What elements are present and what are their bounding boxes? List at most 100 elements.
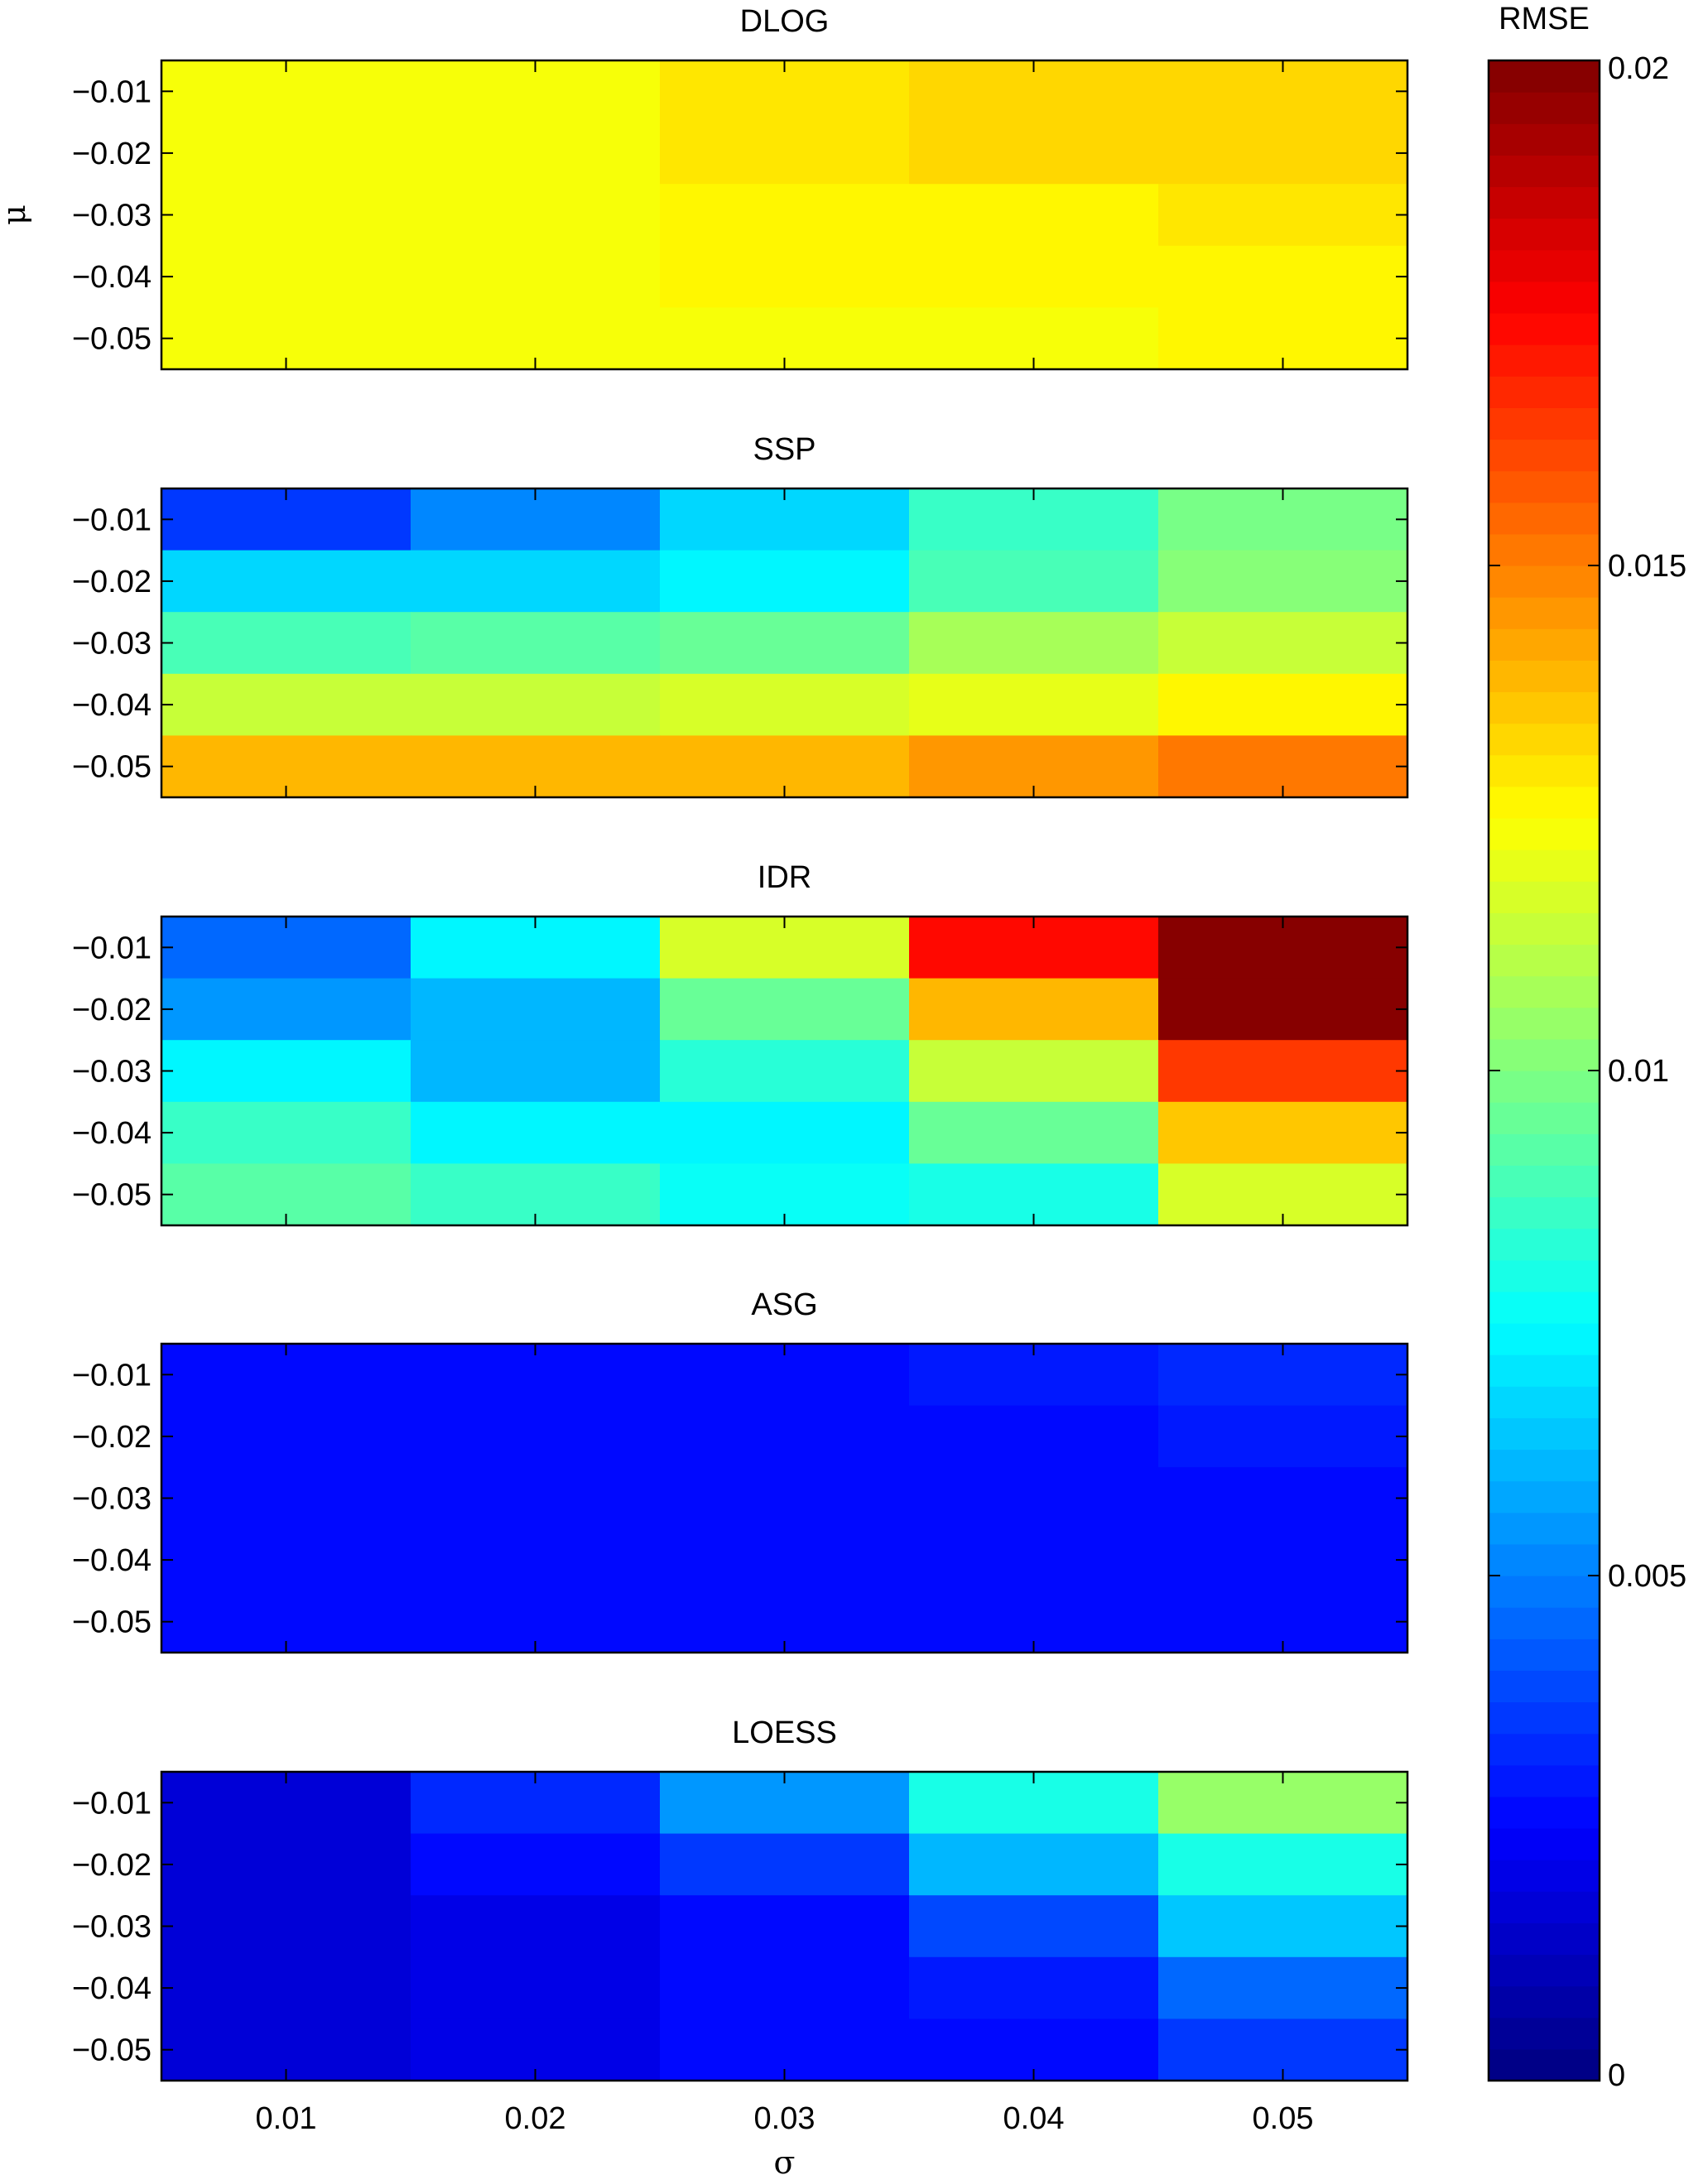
y-tick-label: −0.05 xyxy=(72,1178,152,1213)
panel-title: IDR xyxy=(758,860,811,895)
heatmap-cell xyxy=(411,1528,661,1591)
heatmap-cell xyxy=(161,550,411,613)
colorbar-level xyxy=(1489,1291,1600,1324)
colorbar-level xyxy=(1489,1512,1600,1545)
heatmap-cell xyxy=(909,1040,1159,1103)
heatmap-cell xyxy=(411,1101,661,1164)
heatmap-cell xyxy=(660,1956,910,2019)
colorbar-level xyxy=(1489,1543,1600,1576)
colorbar-level xyxy=(1489,1228,1600,1261)
panel-title: DLOG xyxy=(740,4,830,39)
y-tick-label: −0.04 xyxy=(72,260,152,295)
panel-asg: ASG −0.01 −0.02 −0.03 −0.04 −0.05 xyxy=(72,1287,1409,1654)
heatmap-cell xyxy=(161,612,411,675)
heatmap-cell xyxy=(660,550,910,613)
y-tick-label: −0.04 xyxy=(72,1116,152,1151)
colorbar-level xyxy=(1489,344,1600,377)
heatmap-cell xyxy=(660,1040,910,1103)
colorbar-level xyxy=(1489,2048,1600,2081)
colorbar-level xyxy=(1489,123,1600,156)
heatmap-cell xyxy=(1158,1833,1408,1896)
heatmap-panels: DLOG −0.01 −0.02 −0.03 −0.04 −0.05 μ SSP −0.01 −0… xyxy=(0,4,1409,2175)
colorbar-level xyxy=(1489,1954,1600,1987)
colorbar-title: RMSE xyxy=(1499,2,1590,36)
colorbar-level xyxy=(1489,1417,1600,1451)
colorbar-level xyxy=(1489,1701,1600,1735)
colorbar-level xyxy=(1489,818,1600,850)
heatmap-cell xyxy=(909,978,1159,1041)
colorbar-level xyxy=(1489,1071,1600,1103)
heatmap-cell xyxy=(1158,612,1408,675)
heatmap-cell xyxy=(660,673,910,736)
heatmap-cell xyxy=(1158,184,1408,247)
colorbar-level xyxy=(1489,1386,1600,1418)
colorbar-level xyxy=(1489,1165,1600,1198)
y-tick-label: −0.04 xyxy=(72,1971,152,2006)
y-tick-label: −0.01 xyxy=(72,503,152,537)
colorbar-level xyxy=(1489,1355,1600,1387)
colorbar-level xyxy=(1489,60,1600,93)
colorbar-level xyxy=(1489,313,1600,345)
y-axis-label: μ xyxy=(0,205,32,225)
colorbar-level xyxy=(1489,1576,1600,1608)
colorbar-level xyxy=(1489,92,1600,124)
y-tick-label: −0.02 xyxy=(72,993,152,1027)
heatmap-cell xyxy=(909,1467,1159,1530)
colorbar-level xyxy=(1489,912,1600,946)
colorbar-level xyxy=(1489,218,1600,251)
heatmap-cell xyxy=(161,1405,411,1468)
heatmap-cell xyxy=(1158,673,1408,736)
colorbar-level xyxy=(1489,597,1600,629)
heatmap-cell xyxy=(660,122,910,185)
heatmap-cell xyxy=(1158,1895,1408,1958)
colorbar-level xyxy=(1489,723,1600,756)
heatmap-cell xyxy=(660,1405,910,1468)
y-tick-label: −0.04 xyxy=(72,1543,152,1578)
heatmap-cell xyxy=(909,673,1159,736)
heatmap-cell xyxy=(909,184,1159,247)
heatmap-cell xyxy=(411,1040,661,1103)
heatmap-cell xyxy=(660,1833,910,1896)
panel-ssp: SSP −0.01 −0.02 −0.03 −0.04 −0.05 xyxy=(72,432,1409,799)
heatmap-cell xyxy=(411,673,661,736)
colorbar-level xyxy=(1489,376,1600,408)
colorbar-level xyxy=(1489,1449,1600,1482)
y-tick-label: −0.04 xyxy=(72,688,152,723)
colorbar-level xyxy=(1489,754,1600,787)
y-tick-label: −0.03 xyxy=(72,1055,152,1090)
colorbar-level xyxy=(1489,1259,1600,1292)
heatmap-cell xyxy=(411,1956,661,2019)
heatmap-cell xyxy=(411,612,661,675)
colorbar-level xyxy=(1489,786,1600,819)
y-tick-label: −0.03 xyxy=(72,199,152,233)
colorbar-level xyxy=(1489,502,1600,535)
heatmap-cell xyxy=(909,550,1159,613)
heatmap-cell xyxy=(161,1895,411,1958)
colorbar-level xyxy=(1489,660,1600,693)
colorbar-tick-label: 0.005 xyxy=(1608,1559,1686,1594)
heatmap-cell xyxy=(660,1895,910,1958)
colorbar-level xyxy=(1489,1891,1600,1923)
heatmap-cell xyxy=(909,1895,1159,1958)
colorbar-level xyxy=(1489,281,1600,314)
colorbar: RMSE 0 0.005 0.01 0.015 0.02 xyxy=(1487,2,1686,2093)
colorbar-level xyxy=(1489,628,1600,661)
x-tick-label: 0.05 xyxy=(1253,2101,1314,2136)
heatmap-cell xyxy=(161,978,411,1041)
colorbar-level xyxy=(1489,1860,1600,1892)
colorbar-level xyxy=(1489,1796,1600,1829)
colorbar-level xyxy=(1489,1670,1600,1703)
y-tick-label: −0.02 xyxy=(72,1420,152,1455)
colorbar-level xyxy=(1489,881,1600,913)
panel-idr: IDR −0.01 −0.02 −0.03 −0.04 −0.05 xyxy=(72,860,1409,1227)
colorbar-level xyxy=(1489,1102,1600,1134)
y-tick-label: −0.05 xyxy=(72,750,152,785)
colorbar-level xyxy=(1489,1133,1600,1166)
heatmap-cell xyxy=(161,184,411,247)
heatmap-cell xyxy=(161,1040,411,1103)
colorbar-level xyxy=(1489,470,1600,503)
colorbar-level xyxy=(1489,407,1600,440)
x-tick-label: 0.04 xyxy=(1003,2101,1065,2136)
y-tick-label: −0.03 xyxy=(72,1482,152,1517)
